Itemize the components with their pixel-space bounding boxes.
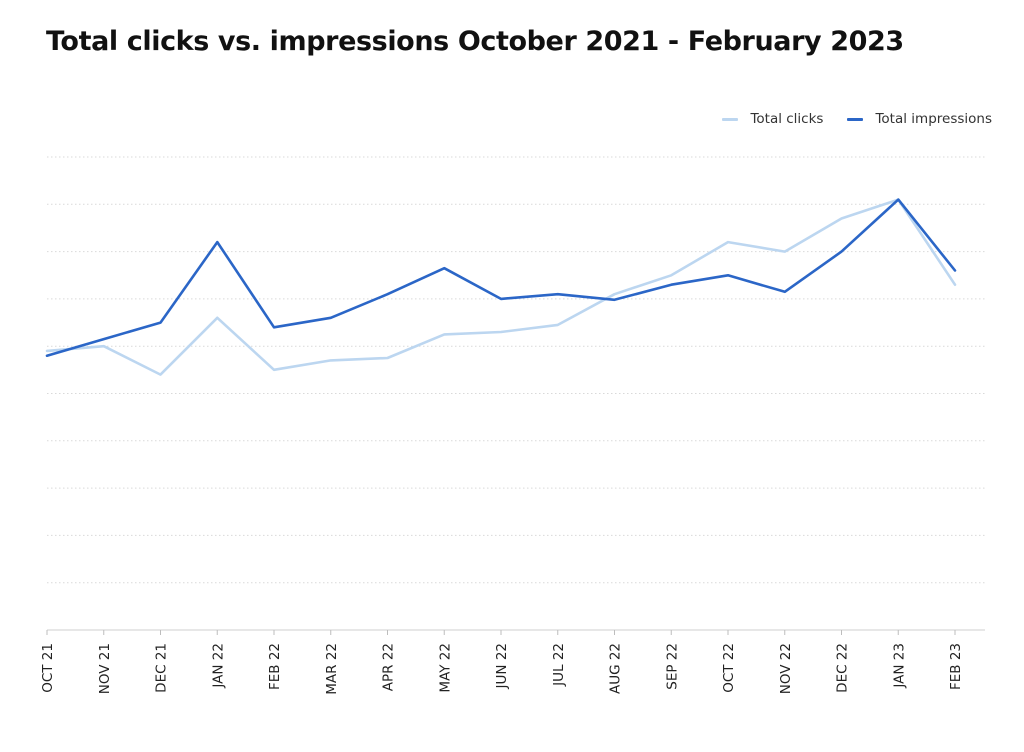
x-tick-label: NOV 22 [778, 643, 794, 694]
legend-label-clicks: Total clicks [750, 111, 824, 127]
x-tick-label: FEB 22 [267, 643, 283, 690]
x-tick-label: AUG 22 [608, 643, 624, 694]
series-line-clicks [45, 198, 957, 376]
x-tick-label: DEC 21 [154, 643, 170, 693]
x-tick-label: DEC 22 [835, 643, 851, 693]
legend-swatch-impressions [847, 117, 864, 121]
x-tick-label: NOV 21 [97, 643, 113, 694]
legend-item-clicks[interactable]: Total clicks [722, 111, 823, 127]
chart-title: Total clicks vs. impressions October 202… [46, 26, 904, 57]
x-tick-label: JAN 23 [891, 643, 907, 689]
x-tick-label: APR 22 [381, 643, 397, 691]
x-tick-label: JAN 22 [210, 643, 226, 689]
x-tick-label: MAY 22 [437, 643, 453, 693]
chart-legend: Total clicks Total impressions [698, 111, 992, 127]
legend-label-impressions: Total impressions [875, 111, 992, 127]
x-tick-label: MAR 22 [324, 643, 340, 695]
x-tick-label: OCT 21 [40, 643, 56, 693]
x-tick-label: SEP 22 [664, 643, 680, 690]
x-tick-label: JUN 22 [494, 643, 510, 689]
x-tick-label: OCT 22 [721, 643, 737, 693]
legend-item-impressions[interactable]: Total impressions [847, 111, 992, 127]
x-tick-label: JUL 22 [551, 643, 567, 687]
legend-swatch-clicks [722, 117, 739, 121]
x-tick-label: FEB 23 [948, 643, 964, 690]
